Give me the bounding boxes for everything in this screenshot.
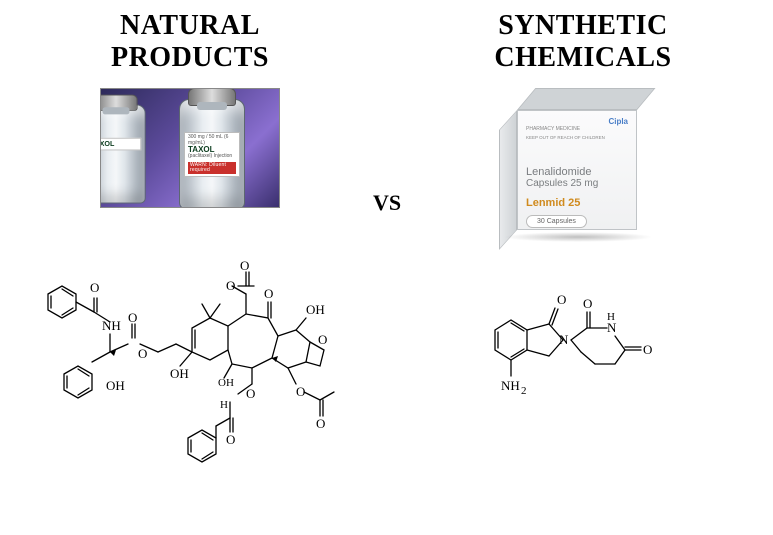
box-manufacturer: Cipla bbox=[608, 117, 628, 126]
svg-text:OH: OH bbox=[106, 378, 125, 393]
svg-text:O: O bbox=[583, 296, 592, 311]
right-column: SYNTHETIC CHEMICALS Cipla PHARMACY MEDIC… bbox=[413, 10, 753, 416]
vial-left-brand: AXOL bbox=[100, 141, 138, 149]
lenalidomide-box: Cipla PHARMACY MEDICINE KEEP OUT OF REAC… bbox=[493, 88, 673, 238]
svg-text:OH: OH bbox=[306, 302, 325, 317]
svg-text:O: O bbox=[226, 432, 235, 447]
taxol-image: AXOL 300 mg / 50 mL (6 mg/mL) TAXOL (pac… bbox=[100, 88, 280, 208]
lenalidomide-structure: O O O N N H NH2 bbox=[473, 266, 693, 416]
vial-right: 300 mg / 50 mL (6 mg/mL) TAXOL (paclitax… bbox=[179, 99, 245, 208]
vial-warning: WARN: Diluent required bbox=[188, 162, 236, 175]
svg-text:O: O bbox=[296, 384, 305, 399]
right-heading: SYNTHETIC CHEMICALS bbox=[494, 10, 671, 74]
box-keepout: KEEP OUT OF REACH OF CHILDREN bbox=[526, 135, 628, 140]
vial-generic: (paclitaxel) Injection bbox=[188, 154, 236, 159]
svg-text:H: H bbox=[220, 399, 228, 411]
sub2: 2 bbox=[521, 385, 527, 397]
right-heading-line1: SYNTHETIC bbox=[498, 10, 667, 41]
left-column: NATURAL PRODUCTS AXOL 300 mg / 50 mL (6 … bbox=[20, 10, 360, 486]
vs-label: VS bbox=[373, 190, 401, 216]
svg-text:O: O bbox=[316, 416, 325, 431]
svg-text:NH: NH bbox=[501, 378, 520, 393]
svg-text:O: O bbox=[557, 292, 566, 307]
svg-text:O: O bbox=[246, 386, 255, 401]
left-heading-line1: NATURAL bbox=[120, 10, 260, 41]
box-count: 30 Capsules bbox=[526, 215, 587, 228]
svg-text:O: O bbox=[226, 278, 235, 293]
svg-text:O: O bbox=[643, 342, 652, 357]
svg-text:H: H bbox=[607, 311, 615, 323]
left-heading-line2: PRODUCTS bbox=[111, 42, 269, 73]
right-heading-line2: CHEMICALS bbox=[494, 42, 671, 73]
svg-text:O: O bbox=[264, 286, 273, 301]
box-rx-line: PHARMACY MEDICINE bbox=[526, 126, 580, 132]
svg-text:O: O bbox=[128, 310, 137, 325]
svg-text:O: O bbox=[138, 346, 147, 361]
svg-text:NH: NH bbox=[102, 318, 121, 333]
svg-text:O: O bbox=[318, 332, 327, 347]
paclitaxel-structure: NH O O O OH O O O OH O OH O H O O O OH bbox=[20, 226, 360, 486]
svg-text:OH: OH bbox=[170, 366, 189, 381]
left-heading: NATURAL PRODUCTS bbox=[111, 10, 269, 74]
vial-left: AXOL bbox=[100, 105, 146, 204]
svg-text:N: N bbox=[559, 332, 569, 347]
svg-text:OH: OH bbox=[218, 377, 234, 389]
box-dose: Capsules 25 mg bbox=[526, 178, 628, 189]
svg-text:O: O bbox=[90, 280, 99, 295]
svg-text:O: O bbox=[240, 258, 249, 273]
box-brand: Lenmid 25 bbox=[526, 197, 628, 209]
box-drug-name: Lenalidomide bbox=[526, 166, 628, 178]
